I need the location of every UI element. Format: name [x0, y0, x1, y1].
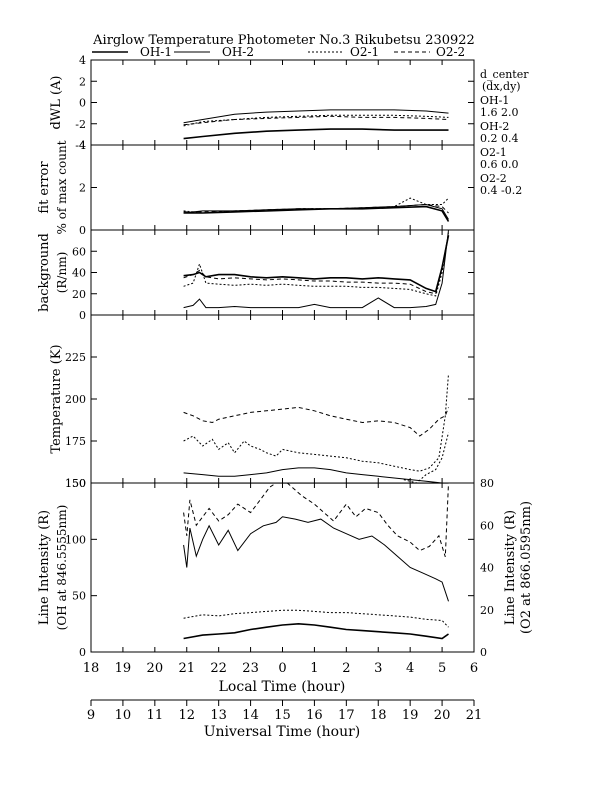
y-right-tick-label-0: 80 — [480, 477, 494, 490]
local-time-axis: 18 19 20 21 22 23 0 1 2 3 4 5 6 — [83, 661, 478, 676]
y-right-tick-label-3: 20 — [480, 604, 494, 617]
y-tick-label-dwl-0: 4 — [79, 54, 86, 67]
y-right-tick-label-2: 40 — [480, 562, 494, 575]
series-dwl-o2-1 — [184, 115, 449, 126]
series-dwl-oh-1 — [184, 129, 449, 139]
local-tick-label-4: 22 — [210, 661, 227, 676]
ut-tick-label-4: 13 — [210, 708, 227, 723]
y-label-background: background — [37, 233, 52, 312]
ut-tick-label-0: 9 — [87, 708, 95, 723]
y-label2-background: (R/nm) — [55, 252, 69, 294]
series-temperature-o2-1 — [184, 374, 449, 471]
y-tick-label-intensity-3: 0 — [79, 646, 86, 659]
y-tick-label-temperature-2: 175 — [65, 435, 86, 448]
local-tick-label-7: 1 — [310, 661, 318, 676]
local-tick-label-8: 2 — [342, 661, 350, 676]
series-temperature-o2-2 — [184, 407, 449, 436]
local-tick-label-11: 5 — [438, 661, 446, 676]
y-tick-label-intensity-0: 150 — [65, 477, 86, 490]
chart-figure: Airglow Temperature Photometer No.3 Riku… — [0, 0, 612, 792]
oh1-note-values: 1.6 2.0 — [480, 106, 518, 119]
y-tick-label-dwl-3: -2 — [75, 118, 86, 131]
universal-time-axis: 9 10 11 12 13 14 15 16 17 18 19 20 21 — [87, 700, 482, 723]
panel-frame-background — [91, 230, 474, 315]
legend-label-oh2: OH-2 — [222, 45, 254, 59]
y-label-temperature: Temperature (K) — [49, 344, 64, 453]
panel-frame-intensity — [91, 483, 474, 652]
local-tick-label-12: 6 — [470, 661, 478, 676]
series-intensity-oh-1 — [184, 624, 449, 639]
ut-tick-label-8: 17 — [338, 708, 355, 723]
y-label-fit: fit error — [37, 161, 52, 214]
y-tick-label-background-3: 0 — [79, 309, 86, 322]
series-background-o2-2 — [184, 234, 449, 293]
ut-tick-label-5: 14 — [242, 708, 259, 723]
ut-tick-label-9: 18 — [370, 708, 387, 723]
y-label-dwl: dWL (A) — [49, 76, 64, 130]
ut-tick-label-1: 10 — [115, 708, 132, 723]
panel-dwl: 4 2 0 -2 -4 dWL (A) — [49, 54, 474, 152]
panel-frame-fit — [91, 145, 474, 230]
local-tick-label-5: 23 — [242, 661, 259, 676]
local-tick-label-9: 3 — [374, 661, 382, 676]
y-tick-label-background-2: 20 — [72, 288, 86, 301]
ut-tick-label-6: 15 — [274, 708, 291, 723]
y-tick-label-fit-2: 0 — [79, 224, 86, 237]
panel-frame-dwl — [91, 60, 474, 145]
o21-note-values: 0.6 0.0 — [480, 158, 518, 171]
o22-note-values: 0.4 -0.2 — [480, 184, 522, 197]
y-tick-label-dwl-2: 0 — [79, 97, 86, 110]
legend-label-o22: O2-2 — [436, 45, 465, 59]
legend-label-o21: O2-1 — [350, 45, 379, 59]
y-right-tick-label-4: 0 — [480, 646, 487, 659]
series-intensity-oh-2 — [184, 517, 449, 602]
panel-temperature: 225 200 175 150 Temperature (K) — [49, 315, 474, 490]
legend-label-oh1: OH-1 — [140, 45, 172, 59]
series-intensity-o2-2 — [184, 479, 449, 557]
local-tick-label-10: 4 — [406, 661, 414, 676]
series-background-o2-1 — [184, 232, 449, 296]
series-dwl-oh-2 — [184, 110, 449, 123]
universal-time-axis-label: Universal Time (hour) — [204, 724, 361, 740]
y-tick-label-temperature-0: 225 — [65, 351, 86, 364]
y-tick-label-intensity-2: 50 — [72, 590, 86, 603]
y-right-label2-intensity: (O2 at 866.0595nm) — [519, 501, 534, 634]
panel-background: 60 40 20 0 background (R/nm) — [37, 230, 474, 322]
ut-tick-label-3: 12 — [178, 708, 195, 723]
ut-tick-label-2: 11 — [147, 708, 164, 723]
d-center-sub: (dx,dy) — [482, 80, 521, 93]
y-tick-label-temperature-1: 200 — [65, 393, 86, 406]
panel-fit: 4 2 0 fit error% of max count — [37, 139, 474, 237]
local-tick-label-6: 0 — [278, 661, 286, 676]
ut-tick-label-7: 16 — [306, 708, 323, 723]
y-tick-label-background-0: 60 — [72, 245, 86, 258]
local-time-axis-label: Local Time (hour) — [219, 679, 346, 695]
local-tick-label-3: 21 — [178, 661, 195, 676]
series-background-oh-1 — [184, 235, 449, 291]
y-label2-fit: % of max count — [55, 140, 69, 234]
y-right-label-intensity: Line Intensity (R) — [503, 510, 518, 625]
d-center-notes: d_center (dx,dy) OH-1 1.6 2.0 OH-2 0.2 0… — [480, 68, 529, 197]
local-tick-label-0: 18 — [83, 661, 100, 676]
ut-tick-label-12: 21 — [466, 708, 483, 723]
y-tick-label-fit-0: 4 — [79, 139, 86, 152]
y-tick-label-dwl-1: 2 — [79, 75, 86, 88]
y-label2-intensity: (OH at 846.5555nm) — [55, 505, 69, 631]
local-tick-label-2: 20 — [147, 661, 164, 676]
oh2-note-values: 0.2 0.4 — [480, 132, 518, 145]
panel-frame-temperature — [91, 315, 474, 483]
y-tick-label-background-1: 40 — [72, 267, 86, 280]
y-tick-label-fit-1: 2 — [79, 182, 86, 195]
series-background-oh-2 — [184, 230, 449, 308]
ut-tick-label-10: 19 — [402, 708, 419, 723]
local-tick-label-1: 19 — [115, 661, 132, 676]
y-right-tick-label-1: 60 — [480, 519, 494, 532]
ut-tick-label-11: 20 — [434, 708, 451, 723]
y-label-intensity: Line Intensity (R) — [37, 510, 52, 625]
